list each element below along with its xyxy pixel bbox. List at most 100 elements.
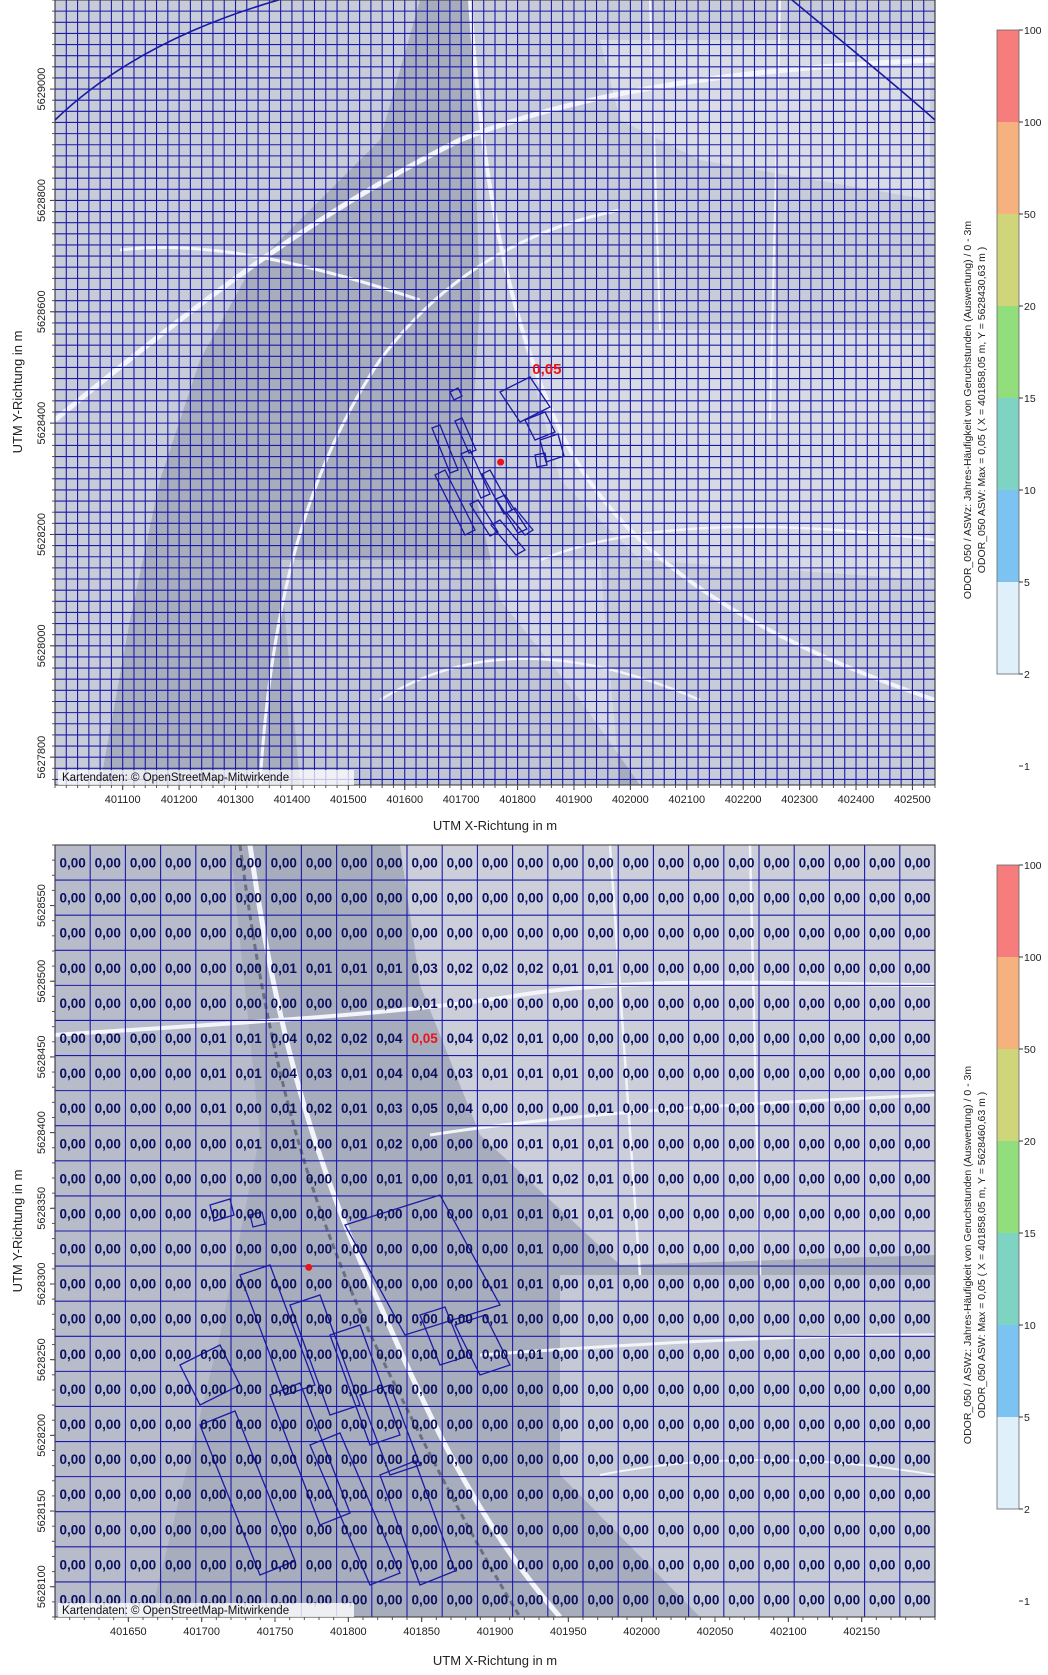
cell-value: 0,00 — [341, 1417, 367, 1432]
cell-value: 0,00 — [763, 1487, 789, 1502]
cell-value: 0,00 — [306, 1522, 332, 1537]
y-tick-label: 5628550 — [36, 884, 48, 927]
cell-value: 0,00 — [693, 1347, 719, 1362]
cell-value: 0,00 — [200, 1136, 226, 1151]
cell-value: 0,00 — [763, 1171, 789, 1186]
cell-value: 0,00 — [447, 1382, 473, 1397]
legend-swatch — [997, 1141, 1019, 1233]
cell-value: 0,00 — [130, 1452, 156, 1467]
cell-value: 0,01 — [200, 1101, 227, 1116]
cell-value: 0,00 — [869, 1031, 895, 1046]
cell-value: 0,02 — [341, 1031, 367, 1046]
cell-value: 0,01 — [376, 961, 403, 976]
y-axis-title: UTM Y-Richtung in m — [10, 331, 25, 454]
cell-value: 0,00 — [658, 1417, 684, 1432]
cell-value: 0,00 — [693, 926, 719, 941]
cell-value: 0,00 — [623, 961, 649, 976]
cell-value: 0,00 — [834, 1557, 860, 1572]
cell-value: 0,04 — [376, 1066, 403, 1081]
cell-value: 0,00 — [869, 1417, 895, 1432]
x-tick-label: 401900 — [556, 794, 593, 806]
cell-value: 0,00 — [341, 1347, 367, 1362]
building-outline — [454, 1314, 511, 1376]
cell-value: 0,00 — [552, 1452, 578, 1467]
cell-value: 0,00 — [658, 1522, 684, 1537]
cell-value: 0,00 — [341, 1171, 367, 1186]
building-outline — [269, 1382, 351, 1526]
cell-value: 0,00 — [165, 1382, 191, 1397]
cell-value: 0,00 — [165, 1522, 191, 1537]
x-axis-title: UTM X-Richtung in m — [433, 818, 557, 833]
legend-swatch — [997, 1049, 1019, 1141]
legend-label: 2 — [1024, 669, 1030, 681]
legend-label: 20 — [1024, 301, 1036, 313]
cell-value: 0,00 — [165, 856, 191, 871]
cell-value: 0,00 — [763, 926, 789, 941]
cell-value: 0,00 — [693, 1242, 719, 1257]
cell-value: 0,00 — [517, 1452, 543, 1467]
cell-value: 0,00 — [869, 1171, 895, 1186]
computation-grid — [54, 0, 936, 785]
cell-value: 0,00 — [658, 1206, 684, 1221]
cell-value: 0,00 — [834, 1066, 860, 1081]
cell-value: 0,00 — [623, 996, 649, 1011]
cell-value: 0,00 — [587, 1031, 613, 1046]
x-tick-label: 401650 — [110, 1626, 147, 1638]
cell-value: 0,00 — [799, 1417, 825, 1432]
cell-value: 0,00 — [869, 1382, 895, 1397]
cell-value: 0,00 — [95, 1487, 121, 1502]
cell-value: 0,00 — [411, 1242, 437, 1257]
cell-value: 0,03 — [447, 1066, 474, 1081]
cell-value: 0,00 — [376, 1452, 402, 1467]
legend-label: 2 — [1024, 1504, 1030, 1516]
cell-value: 0,01 — [482, 1312, 509, 1327]
cell-value: 0,00 — [658, 1487, 684, 1502]
cell-value: 0,02 — [306, 1101, 332, 1116]
cell-value: 0,00 — [200, 1452, 226, 1467]
cell-value: 0,00 — [693, 1277, 719, 1292]
cell-value: 0,00 — [341, 1277, 367, 1292]
cell-value: 0,00 — [763, 1417, 789, 1432]
cell-value: 0,00 — [552, 1557, 578, 1572]
cell-value: 0,00 — [587, 1382, 613, 1397]
cell-value: 0,00 — [411, 1417, 437, 1432]
cell-value: 0,00 — [517, 1487, 543, 1502]
cell-value: 0,01 — [341, 1136, 368, 1151]
cell-value: 0,00 — [693, 856, 719, 871]
building-outline — [179, 1344, 241, 1406]
cell-value: 0,00 — [693, 1101, 719, 1116]
side-max-info-detail: ODOR_050 ASW: Max = 0,05 ( X = 401858,05… — [976, 1092, 988, 1419]
cell-value: 0,00 — [95, 1557, 121, 1572]
cell-value: 0,00 — [517, 1417, 543, 1432]
cell-value: 0,00 — [165, 1206, 191, 1221]
cell-value: 0,00 — [165, 1312, 191, 1327]
y-tick-label: 5628200 — [36, 513, 48, 556]
cell-value: 0,00 — [271, 1557, 297, 1572]
cell-value: 0,00 — [587, 1417, 613, 1432]
cell-value: 0,00 — [59, 1382, 85, 1397]
cell-value: 0,00 — [869, 1347, 895, 1362]
cell-value: 0,00 — [552, 926, 578, 941]
cell-value: 0,00 — [763, 1066, 789, 1081]
legend-swatch — [997, 30, 1019, 122]
cell-value: 0,00 — [517, 891, 543, 906]
cell-value: 0,00 — [869, 961, 895, 976]
x-tick-label: 402150 — [843, 1626, 880, 1638]
building-outlines-detail — [179, 1194, 511, 1586]
cell-value: 0,00 — [59, 961, 85, 976]
cell-value: 0,00 — [130, 1382, 156, 1397]
cell-value: 0,01 — [587, 1136, 614, 1151]
cell-value: 0,00 — [728, 1206, 754, 1221]
legend-swatch — [997, 306, 1019, 398]
cell-value: 0,00 — [200, 1242, 226, 1257]
cell-value: 0,00 — [552, 1592, 578, 1607]
cell-value: 0,00 — [658, 1101, 684, 1116]
cell-value: 0,00 — [799, 1557, 825, 1572]
x-tick-label: 401700 — [443, 794, 480, 806]
cell-value: 0,00 — [306, 1382, 332, 1397]
cell-value: 0,00 — [59, 1136, 85, 1151]
cell-value: 0,02 — [517, 961, 543, 976]
cell-value: 0,00 — [376, 1522, 402, 1537]
cell-value: 0,00 — [693, 961, 719, 976]
cell-value: 0,00 — [271, 1206, 297, 1221]
